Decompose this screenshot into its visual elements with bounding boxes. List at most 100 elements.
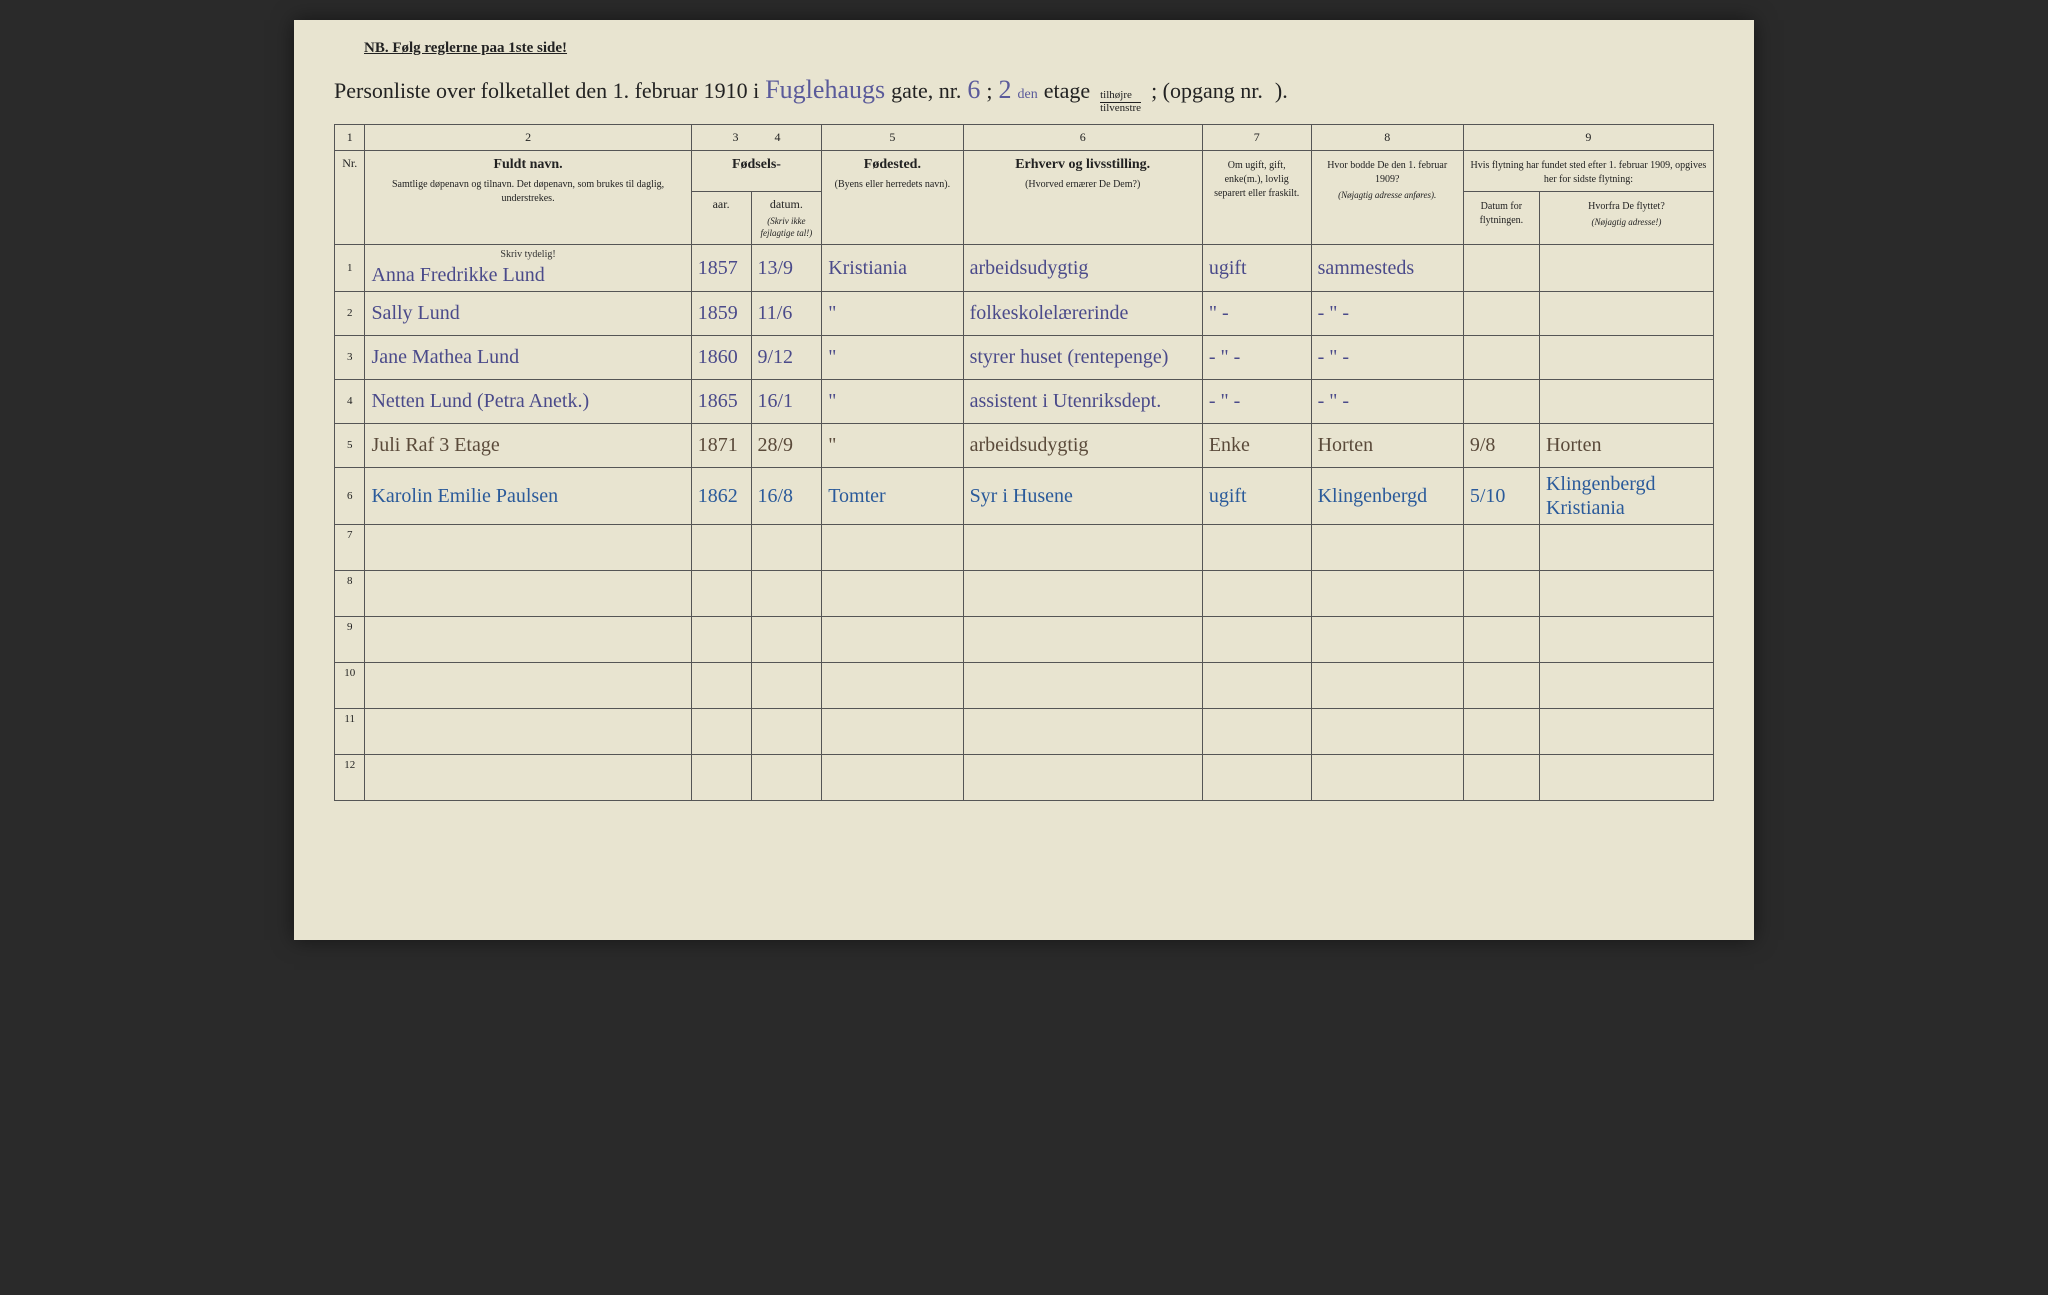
aar-header: aar. x [691,191,751,244]
marital-cell: " - [1202,291,1311,335]
fodested-sub: (Byens eller herredets navn). [828,178,956,192]
empty-cell [1463,708,1539,754]
fodsels-label: Fødsels- [732,157,781,172]
col-num-6: 6 [963,125,1202,151]
empty-cell [1202,708,1311,754]
erhverv-main: Erhverv og livsstilling. [1015,157,1150,172]
move-date-header: Datum for flytningen. [1463,191,1539,244]
empty-cell [691,708,751,754]
empty-cell [963,754,1202,800]
marital-label: Om ugift, gift, enke(m.), lovlig separer… [1209,159,1305,201]
empty-cell [822,662,963,708]
empty-cell [1463,616,1539,662]
row-number: 11 [335,708,365,754]
empty-cell [1311,662,1463,708]
move-date-cell [1463,379,1539,423]
from-where-cell [1539,335,1713,379]
occupation-cell: assistent i Utenriksdept. [963,379,1202,423]
birthplace-cell: Tomter [822,467,963,524]
occupation-cell: arbeidsudygtig [963,423,1202,467]
empty-cell [963,662,1202,708]
table-row-empty: 12 [335,754,1714,800]
move-header-label: Hvis flytning har fundet sted efter 1. f… [1470,159,1707,187]
date-cell: 16/8 [751,467,822,524]
empty-cell [365,570,691,616]
date-cell: 11/6 [751,291,822,335]
name-cell: Jane Mathea Lund [365,335,691,379]
col-num-8: 8 [1311,125,1463,151]
row-number: 10 [335,662,365,708]
from-where-main: Hvorfra De flyttet? [1546,200,1707,214]
marital-cell: ugift [1202,244,1311,291]
table-body: 1 Skriv tydelig!Anna Fredrikke Lund 1857… [335,244,1714,800]
empty-cell [1539,570,1713,616]
empty-cell [822,524,963,570]
row-number: 8 [335,570,365,616]
empty-cell [963,616,1202,662]
table-row-empty: 8 [335,570,1714,616]
move-date-cell [1463,291,1539,335]
name-cell: Juli Raf 3 Etage [365,423,691,467]
table-header: 1 2 3 4 5 6 7 8 9 Nr. Fuldt navn. Samtli… [335,125,1714,245]
from-where-cell: Klingenbergd Kristiania [1539,467,1713,524]
prev-addr-cell: - " - [1311,335,1463,379]
prev-addr-cell: Horten [1311,423,1463,467]
empty-cell [1463,754,1539,800]
col-num-5: 5 [822,125,963,151]
fodsels-header: Fødsels- [691,150,822,191]
table-row-empty: 10 [335,662,1714,708]
empty-cell [751,754,822,800]
empty-cell [822,616,963,662]
datum-header: datum. (Skriv ikke fejlagtige tal!) [751,191,822,244]
prev-addr-cell: - " - [1311,379,1463,423]
title-line: Personliste over folketallet den 1. febr… [334,75,1714,114]
aar-sub: (Skriv ikke fejlagtige tal!) [758,215,816,240]
prev-addr-cell: Klingenbergd [1311,467,1463,524]
empty-cell [365,616,691,662]
col-num-9: 9 [1463,125,1713,151]
empty-cell [365,708,691,754]
date-cell: 9/12 [751,335,822,379]
birthplace-cell: " [822,291,963,335]
name-main: Fuldt navn. [493,157,562,172]
erhverv-sub: (Hvorved ernærer De Dem?) [970,178,1196,192]
from-where-header: Hvorfra De flyttet? (Nøjagtig adresse!) [1539,191,1713,244]
name-cell: Netten Lund (Petra Anetk.) [365,379,691,423]
empty-cell [751,524,822,570]
year-cell: 1865 [691,379,751,423]
empty-cell [1311,754,1463,800]
move-date-label: Datum for flytningen. [1470,200,1533,228]
empty-cell [1202,662,1311,708]
floor-nr: 2 [999,75,1012,105]
header-row-1: Nr. Fuldt navn. Samtlige døpenavn og til… [335,150,1714,191]
from-where-cell [1539,291,1713,335]
empty-cell [1539,754,1713,800]
prev-addr-main: Hvor bodde De den 1. februar 1909? [1318,159,1457,187]
marital-cell: - " - [1202,379,1311,423]
year-cell: 1857 [691,244,751,291]
date-cell: 16/1 [751,379,822,423]
empty-cell [1202,570,1311,616]
empty-cell [963,524,1202,570]
col-num-2: 2 [365,125,691,151]
birthplace-cell: " [822,335,963,379]
table-row: 5 Juli Raf 3 Etage 1871 28/9 " arbeidsud… [335,423,1714,467]
empty-cell [691,616,751,662]
empty-cell [691,570,751,616]
row-number: 6 [335,467,365,524]
prev-addr-cell: sammesteds [1311,244,1463,291]
side-fraction: tilhøjre tilvenstre [1100,90,1141,114]
year-cell: 1859 [691,291,751,335]
move-header: Hvis flytning har fundet sted efter 1. f… [1463,150,1713,191]
street-name: Fuglehaugs [765,75,885,105]
empty-cell [1463,524,1539,570]
row-number: 1 [335,244,365,291]
aar-label: aar. [713,197,730,211]
prev-addr-sub: (Nøjagtig adresse anføres). [1318,189,1457,202]
empty-cell [1539,662,1713,708]
from-where-sub: (Nøjagtig adresse!) [1546,216,1707,229]
birthplace-cell: Kristiania [822,244,963,291]
empty-cell [1463,570,1539,616]
fodested-header: Fødested. (Byens eller herredets navn). [822,150,963,244]
row-number: 2 [335,291,365,335]
